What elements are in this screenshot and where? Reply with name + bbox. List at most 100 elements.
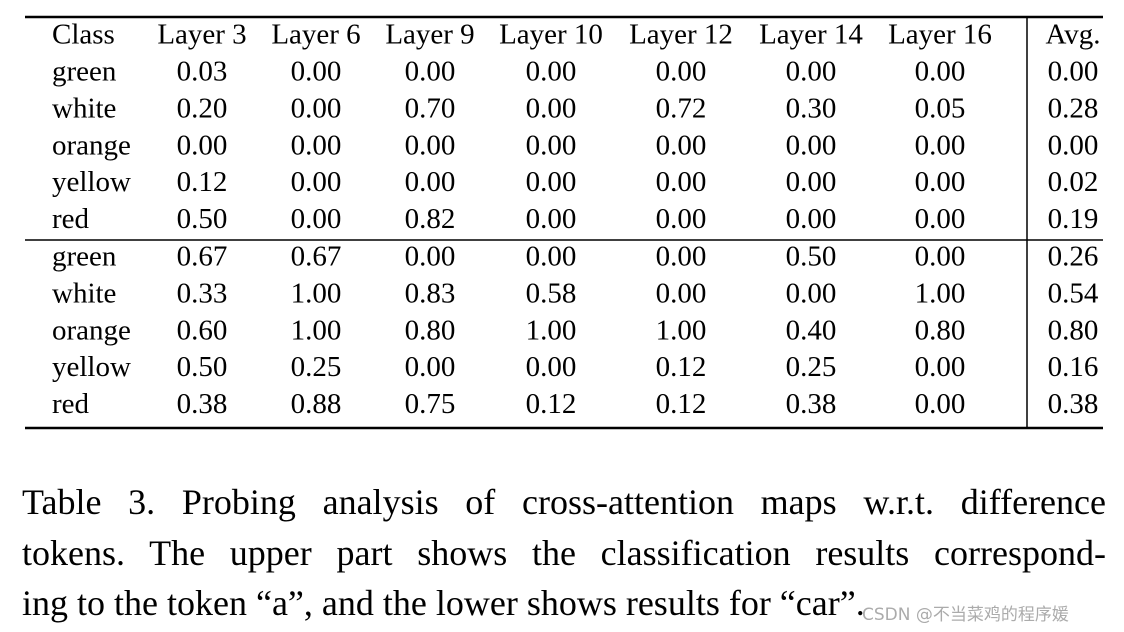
row-label: yellow [52,351,131,383]
header-cell: Layer 16 [888,19,992,51]
cell: 0.25 [291,351,342,383]
cell: 0.00 [656,277,707,309]
cell: 0.40 [786,314,837,346]
cell: 0.38 [786,388,837,420]
cell: 0.00 [786,203,837,235]
row-label: green [52,56,117,88]
caption-line: tokens. The upper part shows the classif… [22,532,1106,573]
cell: 0.38 [1048,388,1099,420]
cell: 0.26 [1048,241,1099,273]
cell: 1.00 [915,277,966,309]
row-label: red [52,388,90,420]
cell: 0.00 [405,166,456,198]
cell: 0.80 [915,314,966,346]
cell: 0.30 [786,92,837,124]
cell: 0.00 [915,241,966,273]
cell: 0.00 [1048,129,1099,161]
cell: 0.00 [656,241,707,273]
cell: 0.60 [177,314,228,346]
cell: 0.33 [177,277,228,309]
cell: 0.03 [177,56,228,88]
cell: 0.00 [915,56,966,88]
cell: 0.12 [656,351,707,383]
row-label: green [52,241,117,273]
cell: 0.20 [177,92,228,124]
cell: 0.00 [526,203,577,235]
cell: 0.00 [656,129,707,161]
cell: 0.28 [1048,92,1099,124]
cell: 1.00 [291,314,342,346]
cell: 0.80 [405,314,456,346]
cell: 0.00 [915,129,966,161]
cell: 0.00 [786,56,837,88]
row-label: white [52,92,116,124]
cell: 0.05 [915,92,966,124]
cell: 0.12 [177,166,228,198]
caption-line: ing to the token “a”, and the lower show… [22,583,865,623]
header-cell: Avg. [1045,19,1100,51]
cell: 0.88 [291,388,342,420]
cell: 0.00 [291,129,342,161]
cell: 0.00 [1048,56,1099,88]
cell: 0.00 [291,92,342,124]
cell: 0.00 [656,166,707,198]
cell: 0.38 [177,388,228,420]
header-cell: Layer 9 [385,19,474,51]
row-label: orange [52,129,131,161]
cell: 0.70 [405,92,456,124]
cell: 0.16 [1048,351,1099,383]
cell: 0.54 [1048,277,1099,309]
cell: 0.12 [656,388,707,420]
cell: 0.00 [915,351,966,383]
cell: 0.50 [786,241,837,273]
cell: 0.00 [786,129,837,161]
cell: 1.00 [526,314,577,346]
cell: 0.72 [656,92,707,124]
cell: 0.75 [405,388,456,420]
caption-line: Table 3. Probing analysis of cross-atten… [22,482,1106,522]
header-cell: Class [52,19,115,51]
cell: 0.00 [291,166,342,198]
cell: 0.67 [291,241,342,273]
row-label: orange [52,314,131,346]
cell: 0.00 [915,388,966,420]
cell: 0.00 [526,56,577,88]
cell: 0.00 [291,56,342,88]
cell: 0.00 [177,129,228,161]
cell: 0.25 [786,351,837,383]
cell: 0.80 [1048,314,1099,346]
cell: 0.82 [405,203,456,235]
cell: 0.12 [526,388,577,420]
cell: 0.00 [526,129,577,161]
cell: 0.83 [405,277,456,309]
cell: 0.00 [405,129,456,161]
cell: 0.19 [1048,203,1099,235]
row-label: white [52,277,116,309]
cell: 0.50 [177,351,228,383]
header-cell: Layer 10 [499,19,603,51]
cell: 0.00 [526,166,577,198]
header-cell: Layer 14 [759,19,863,51]
cell: 0.00 [915,203,966,235]
cell: 0.00 [526,351,577,383]
header-cell: Layer 3 [157,19,246,51]
cell: 0.58 [526,277,577,309]
cell: 0.00 [405,56,456,88]
cell: 0.00 [526,241,577,273]
cell: 0.00 [405,351,456,383]
cell: 0.67 [177,241,228,273]
cell: 0.00 [656,56,707,88]
cell: 0.00 [915,166,966,198]
caption: Table 3. Probing analysis of cross-atten… [22,477,1106,629]
cell: 0.00 [786,166,837,198]
cell: 0.00 [405,241,456,273]
cell: 1.00 [291,277,342,309]
header-cell: Layer 6 [271,19,360,51]
cell: 1.00 [656,314,707,346]
watermark: CSDN @不当菜鸡的程序媛 [862,605,1069,625]
cell: 0.50 [177,203,228,235]
cell: 0.02 [1048,166,1099,198]
row-label: red [52,203,90,235]
cell: 0.00 [526,92,577,124]
